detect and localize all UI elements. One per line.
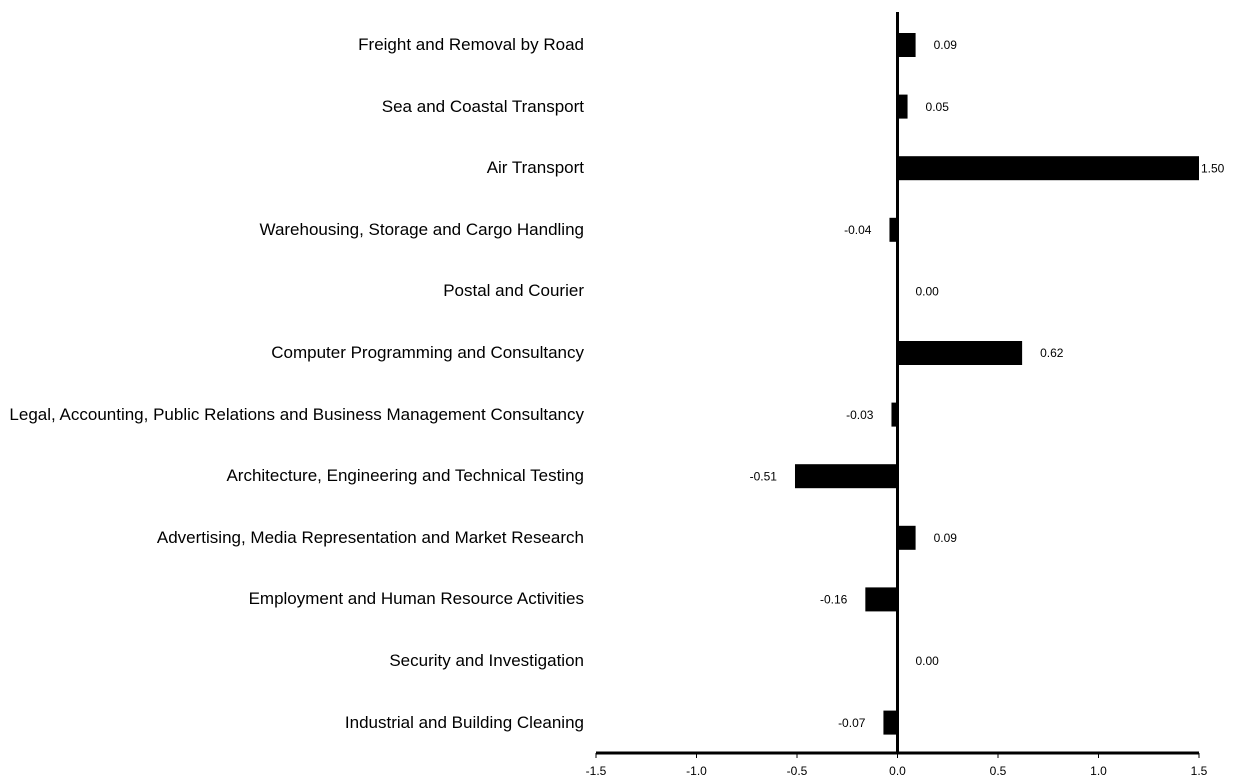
value-label: 0.05 [926, 100, 950, 114]
x-tick-label: -1.5 [586, 764, 607, 778]
bar [897, 525, 916, 550]
category-label: Postal and Courier [443, 281, 584, 301]
bar [897, 156, 1199, 181]
x-tick-label: 0.5 [990, 764, 1007, 778]
category-label: Sea and Coastal Transport [381, 96, 584, 116]
category-label: Employment and Human Resource Activities [248, 589, 584, 609]
category-label: Architecture, Engineering and Technical … [226, 466, 584, 486]
value-label: 0.00 [916, 285, 940, 299]
x-tick-label: 1.5 [1191, 764, 1208, 778]
category-label: Air Transport [486, 158, 584, 178]
category-label: Advertising, Media Representation and Ma… [156, 527, 584, 547]
value-label: -0.07 [838, 716, 866, 730]
value-label: -0.16 [820, 593, 848, 607]
category-label: Legal, Accounting, Public Relations and … [9, 404, 584, 424]
x-tick-label: -0.5 [787, 764, 808, 778]
value-label: 1.50 [1201, 161, 1225, 175]
value-label: 0.62 [1040, 346, 1064, 360]
category-label: Freight and Removal by Road [358, 35, 584, 54]
value-label: 0.09 [934, 38, 958, 52]
bar [897, 94, 908, 119]
bar [897, 33, 916, 57]
value-label: -0.04 [844, 223, 872, 237]
category-label: Computer Programming and Consultancy [271, 343, 584, 362]
bar [897, 341, 1023, 365]
value-label: -0.03 [846, 408, 874, 422]
value-label: 0.00 [916, 654, 940, 668]
bar [889, 217, 898, 242]
value-label: 0.09 [934, 531, 958, 545]
x-tick-label: 1.0 [1090, 764, 1107, 778]
value-label: -0.51 [750, 469, 778, 483]
bar [891, 402, 898, 427]
bar [865, 587, 898, 612]
x-tick-label: -1.0 [686, 764, 707, 778]
x-tick-label: 0.0 [889, 764, 906, 778]
bar [794, 464, 898, 489]
category-label: Security and Investigation [389, 651, 584, 670]
bar [883, 710, 898, 735]
category-label: Warehousing, Storage and Cargo Handling [259, 219, 584, 239]
category-label: Industrial and Building Cleaning [344, 712, 584, 732]
